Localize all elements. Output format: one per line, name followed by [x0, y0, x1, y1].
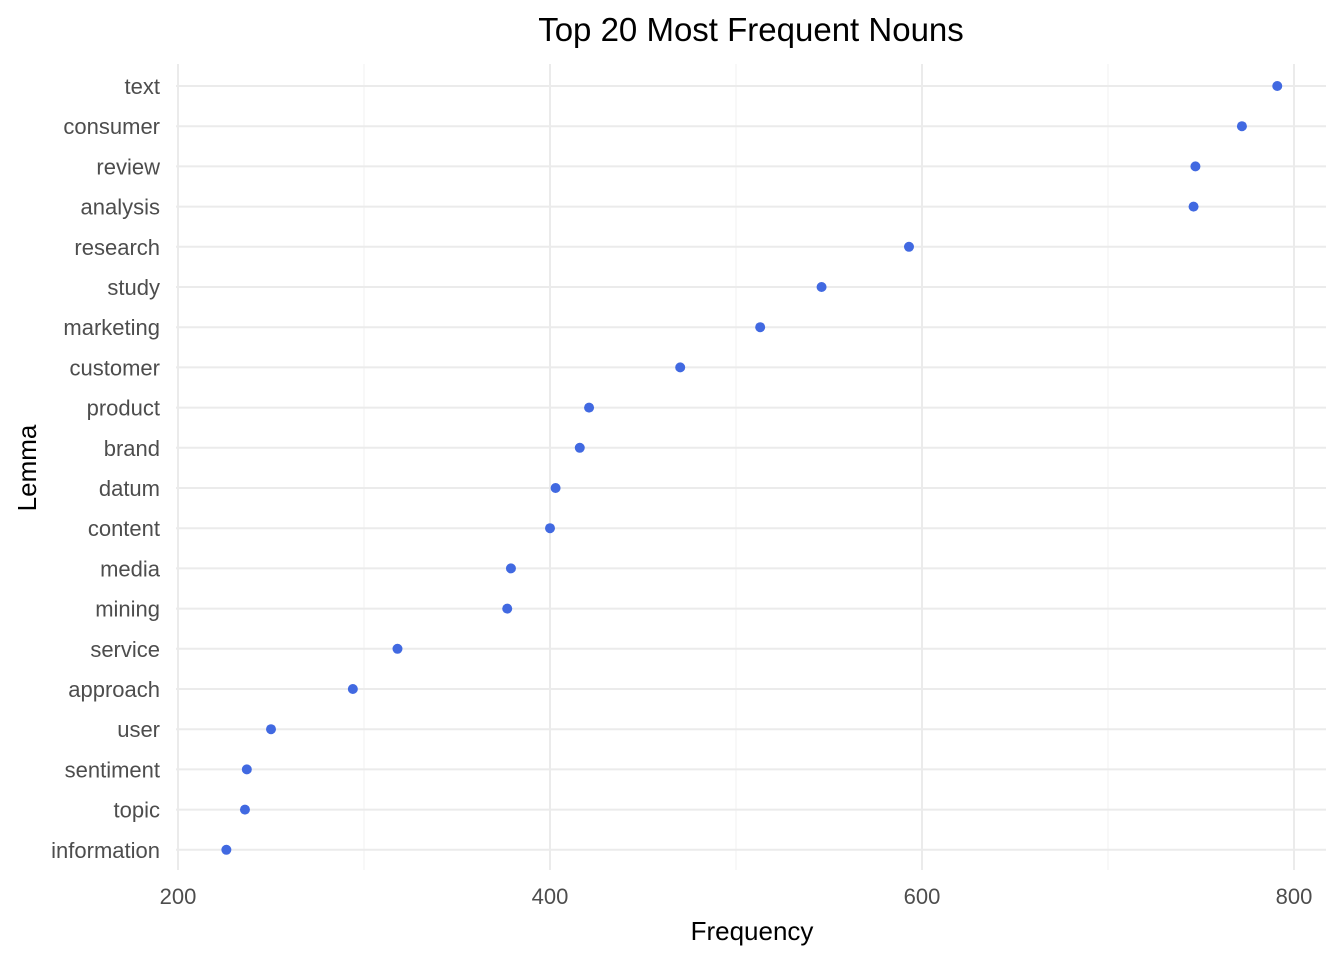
data-point-review	[1190, 161, 1201, 172]
y-tick-label: brand	[104, 436, 160, 461]
data-points	[221, 81, 1283, 855]
data-point-marketing	[755, 322, 766, 333]
x-tick-label: 400	[532, 884, 569, 909]
data-point-study	[816, 282, 827, 292]
data-point-content	[545, 523, 555, 534]
y-tick-label: marketing	[63, 315, 160, 340]
y-tick-label: study	[107, 275, 160, 300]
y-tick-label: customer	[70, 355, 160, 380]
y-tick-label: review	[96, 154, 160, 179]
y-tick-label: information	[51, 838, 160, 863]
y-tick-label: sentiment	[65, 757, 160, 782]
data-point-topic	[239, 804, 250, 815]
chart-title: Top 20 Most Frequent Nouns	[538, 11, 964, 48]
y-tick-label: analysis	[81, 195, 160, 220]
data-point-analysis	[1188, 201, 1199, 212]
data-point-mining	[502, 603, 513, 614]
y-tick-label: approach	[68, 677, 160, 702]
y-tick-label: mining	[95, 597, 160, 622]
data-point-approach	[347, 684, 358, 694]
data-point-media	[505, 563, 516, 574]
data-point-user	[266, 724, 276, 735]
y-tick-label: consumer	[63, 114, 160, 139]
data-point-consumer	[1236, 121, 1247, 132]
data-point-information	[221, 844, 232, 855]
y-tick-label: user	[117, 717, 160, 742]
x-tick-labels: 200 400 600 800	[160, 884, 1313, 909]
x-tick-label: 600	[904, 884, 941, 909]
data-point-research	[903, 241, 914, 252]
y-tick-label: datum	[99, 476, 160, 501]
data-point-text	[1272, 81, 1283, 91]
y-tick-labels: text consumer review analysis research study m…	[51, 74, 161, 863]
gridlines	[176, 64, 1326, 870]
y-axis-title: Lemma	[12, 424, 42, 511]
data-point-customer	[675, 362, 686, 373]
y-tick-label: content	[88, 516, 160, 541]
data-point-product	[584, 402, 595, 413]
data-point-sentiment	[241, 764, 252, 775]
y-tick-label: product	[87, 396, 160, 421]
y-tick-label: text	[125, 74, 160, 99]
x-tick-label: 800	[1276, 884, 1313, 909]
data-point-service	[392, 643, 403, 654]
data-point-brand	[574, 442, 585, 453]
x-tick-label: 200	[160, 884, 197, 909]
y-tick-label: media	[100, 556, 161, 581]
data-point-datum	[550, 483, 561, 493]
y-tick-label: service	[90, 637, 160, 662]
y-tick-label: research	[74, 235, 160, 260]
y-tick-label: topic	[114, 798, 160, 823]
x-axis-title: Frequency	[691, 916, 814, 946]
